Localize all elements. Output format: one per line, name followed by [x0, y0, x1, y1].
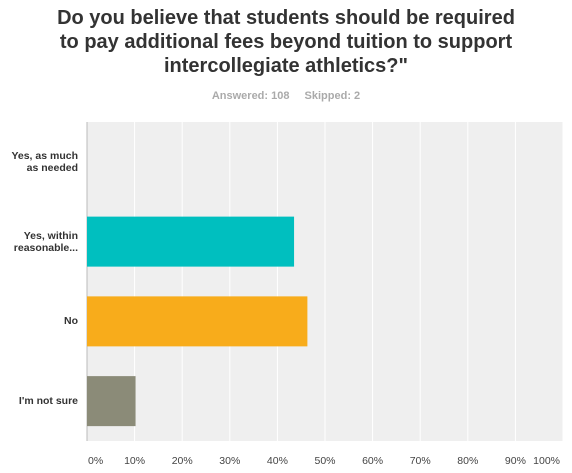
y-tick-label: No	[64, 315, 78, 328]
x-tick-label: 0%	[88, 455, 103, 467]
x-tick-label: 70%	[410, 455, 431, 467]
x-tick-label: 10%	[124, 455, 145, 467]
chart-title: Do you believe that students should be r…	[57, 7, 515, 77]
x-tick-label: 40%	[267, 455, 288, 467]
x-tick-label: 50%	[314, 455, 335, 467]
skipped: Skipped: 2	[304, 90, 361, 102]
bar	[87, 216, 295, 267]
y-tick-label: I'm not sure	[18, 395, 78, 408]
y-tick-label: Yes, within reasonable...	[13, 229, 78, 254]
x-tick-label: 20%	[172, 455, 193, 467]
bar	[87, 296, 308, 347]
answered: Answered: 108	[211, 90, 290, 102]
x-tick-label: 60%	[362, 455, 383, 467]
bar	[87, 376, 136, 427]
x-tick-label: 100%	[533, 455, 560, 467]
x-tick-label: 30%	[219, 455, 240, 467]
x-tick-label: 90%	[505, 455, 526, 467]
y-tick-label: Yes, as much as needed	[11, 149, 78, 174]
subtitle: Answered: 108 Skipped: 2	[0, 90, 572, 102]
x-tick-label: 80%	[457, 455, 478, 467]
